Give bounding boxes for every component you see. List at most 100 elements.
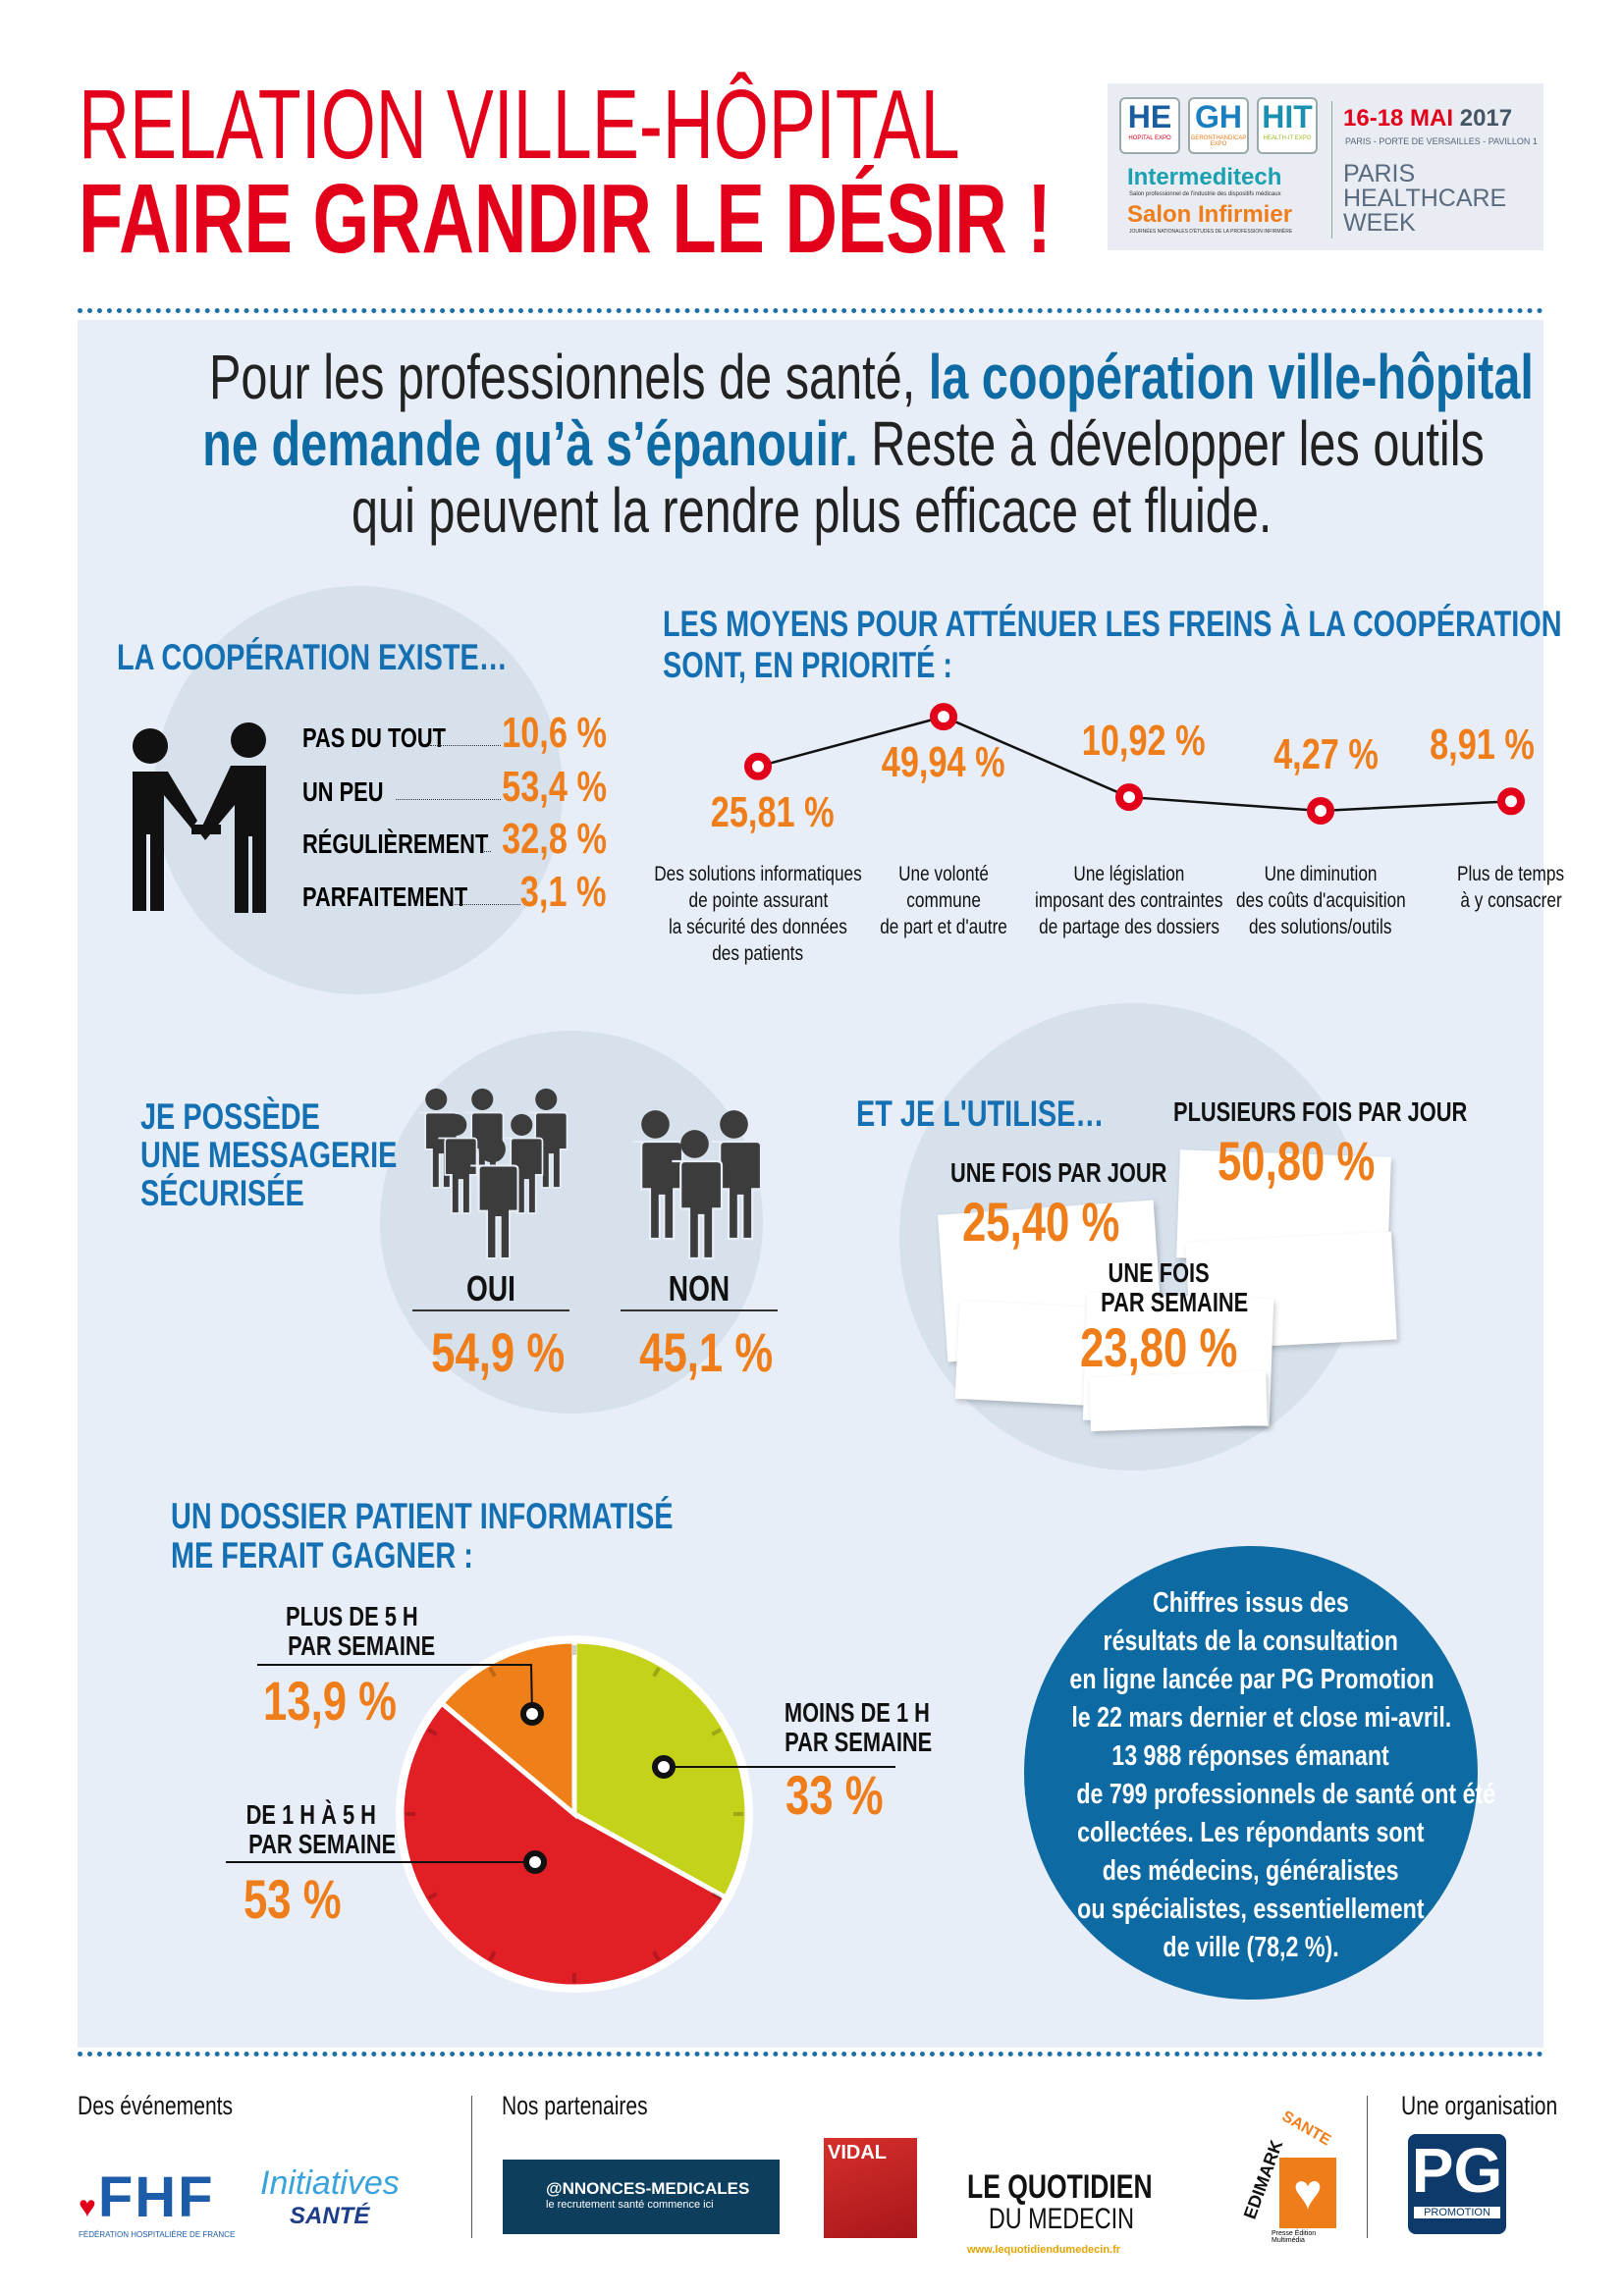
cooperation-row: PARFAITEMENT 3,1 % bbox=[302, 868, 607, 917]
category-label: Une volonté commune de part et d'autre bbox=[880, 863, 1007, 938]
person-icon bbox=[711, 1110, 763, 1241]
pie-slice bbox=[438, 1638, 577, 1820]
clock-tick bbox=[488, 1950, 497, 1961]
edimark-sante-logo[interactable]: EDIMARK SANTE ♥ Presse Édition Multimédi… bbox=[1222, 2109, 1340, 2244]
usage-label-plusieurs: PLUSIEURS FOIS PAR JOUR bbox=[1173, 1096, 1468, 1127]
data-point bbox=[930, 703, 957, 731]
clock-tick bbox=[652, 1950, 661, 1961]
slice-label-moins-1h: MOINS DE 1 H PAR SEMAINE bbox=[784, 1697, 933, 1757]
category-label: Une diminution des coûts d'acquisition des… bbox=[1235, 863, 1406, 938]
data-point bbox=[1497, 787, 1525, 816]
leader-dot bbox=[523, 1850, 547, 1874]
messagerie-title: JE POSSÈDE UNE MESSAGERIE SÉCURISÉE bbox=[140, 1096, 398, 1213]
row-label: PAS DU TOUT bbox=[302, 722, 447, 753]
organisation-label: Une organisation bbox=[1401, 2091, 1558, 2120]
person-icon bbox=[672, 1130, 724, 1260]
pie-slice bbox=[399, 1699, 730, 1990]
data-label: 4,27 % bbox=[1272, 730, 1379, 779]
clock-tick bbox=[488, 1667, 497, 1678]
hit-logo: HIT HEALTH-IT EXPO bbox=[1257, 97, 1318, 154]
data-label: 8,91 % bbox=[1429, 721, 1535, 770]
chart-title: LES MOYENS POUR ATTÉNUER LES FREINS À LA… bbox=[663, 604, 1562, 685]
row-value: 10,6 % bbox=[502, 709, 607, 757]
slice-label-plus-5h: PLUS DE 5 H PAR SEMAINE bbox=[285, 1601, 436, 1661]
cooperation-row: UN PEU 53,4 % bbox=[302, 763, 607, 812]
line-chart bbox=[744, 703, 1525, 826]
source-circle bbox=[1024, 1546, 1478, 2000]
row-value: 53,4 % bbox=[502, 763, 607, 811]
clock-tick bbox=[427, 1728, 438, 1736]
vidal-logo[interactable]: VIDAL bbox=[824, 2138, 917, 2238]
source-line: de 799 professionnels de santé ont été bbox=[1076, 1779, 1496, 1810]
cooperation-title: LA COOPÉRATION EXISTE… bbox=[117, 637, 508, 677]
clock-tick bbox=[427, 1892, 438, 1900]
category-label: Des solutions informatiques de pointe ass… bbox=[654, 863, 862, 965]
person-icon bbox=[632, 1110, 684, 1241]
leader-dots bbox=[455, 904, 520, 905]
source-line: de ville (78,2 %). bbox=[1163, 1932, 1339, 1963]
group-people-icon-non bbox=[632, 1110, 763, 1260]
usage-value-une-fois-jour: 25,40 % bbox=[962, 1191, 1120, 1253]
event-logo[interactable]: HE HOPITAL EXPO GH GERONTHANDICAP EXPO HIT… bbox=[1108, 83, 1543, 250]
non-value: 45,1 % bbox=[639, 1321, 774, 1383]
he-logo: HE HOPITAL EXPO bbox=[1119, 97, 1180, 154]
event-dates: 16-18 MAI 2017 bbox=[1343, 105, 1513, 132]
non-label: NON bbox=[621, 1268, 778, 1311]
source-text: Chiffres issus des résultats de la consul… bbox=[1024, 1584, 1496, 1967]
leader-line bbox=[257, 1664, 533, 1715]
usage-value-plusieurs: 50,80 % bbox=[1218, 1130, 1376, 1192]
expo-logos: HE HOPITAL EXPO GH GERONTHANDICAP EXPO HIT… bbox=[1119, 97, 1318, 154]
clock-tick bbox=[652, 1667, 661, 1678]
intro-text: Pour les professionnels de santé, la coo… bbox=[202, 342, 1534, 546]
row-label: PARFAITEMENT bbox=[302, 881, 468, 912]
data-point bbox=[1115, 783, 1143, 812]
usage-value-semaine: 23,80 % bbox=[1080, 1316, 1238, 1378]
annonces-medicales-logo[interactable]: @NNONCES-MEDICALES le recrutement santé … bbox=[503, 2160, 780, 2234]
paris-healthcare-week: PARIS HEALTHCARE WEEK bbox=[1343, 160, 1507, 237]
leader-dot bbox=[652, 1755, 676, 1779]
usage-label-une-fois-jour: UNE FOIS PAR JOUR bbox=[950, 1157, 1167, 1188]
person-icon bbox=[470, 1136, 519, 1260]
slice-value-moins-1h: 33 % bbox=[785, 1764, 884, 1826]
row-value: 3,1 % bbox=[520, 868, 607, 916]
person-icon bbox=[528, 1088, 568, 1189]
category-label: Plus de temps à y consacrer bbox=[1457, 863, 1565, 912]
leader-dots bbox=[484, 851, 491, 852]
pie-chart bbox=[226, 1635, 895, 1993]
person-icon bbox=[504, 1113, 544, 1214]
cooperation-row: RÉGULIÈREMENT 32,8 % bbox=[302, 815, 607, 864]
initiatives-sante-logo[interactable]: Initiatives SANTÉ bbox=[260, 2164, 400, 2229]
intermeditech-sub: Salon professionnel de l'industrie des d… bbox=[1129, 191, 1281, 197]
data-label: 10,92 % bbox=[1082, 717, 1206, 766]
source-line: en ligne lancée par PG Promotion bbox=[1069, 1664, 1435, 1695]
gh-logo: GH GERONTHANDICAP EXPO bbox=[1188, 97, 1249, 154]
source-line: 13 988 réponses émanant bbox=[1111, 1740, 1390, 1772]
usage-title: ET JE L'UTILISE… bbox=[856, 1094, 1105, 1134]
source-line: le 22 mars dernier et close mi-avril. bbox=[1071, 1702, 1452, 1734]
fhf-logo[interactable]: ♥FHF FÉDÉRATION HOSPITALIÈRE DE FRANCE bbox=[79, 2165, 236, 2239]
events-label: Des événements bbox=[78, 2091, 234, 2120]
title-line-2: FAIRE GRANDIR LE DÉSIR ! bbox=[79, 164, 1052, 274]
row-label: UN PEU bbox=[302, 776, 384, 807]
row-value: 32,8 % bbox=[502, 815, 607, 863]
dossier-title: UN DOSSIER PATIENT INFORMATISÉ ME FERAIT … bbox=[171, 1496, 674, 1575]
person-icon bbox=[438, 1113, 478, 1214]
clock-tick bbox=[711, 1892, 722, 1900]
source-line: collectées. Les répondants sont bbox=[1077, 1817, 1425, 1848]
data-point bbox=[1307, 797, 1334, 826]
slice-value-1h-5h: 53 % bbox=[244, 1868, 342, 1930]
leader-dots bbox=[430, 745, 501, 746]
leader-dots bbox=[396, 799, 501, 800]
salon-sub: JOURNÉES NATIONALES D'ÉTUDES DE LA PROFE… bbox=[1129, 229, 1293, 235]
clock-tick bbox=[711, 1728, 722, 1736]
divider-top bbox=[78, 308, 1543, 313]
slice-value-plus-5h: 13,9 % bbox=[263, 1670, 397, 1732]
quotidien-logo[interactable]: LE QUOTIDIEN DU MEDECIN www.lequotidiend… bbox=[967, 2168, 1153, 2256]
oui-label: OUI bbox=[412, 1268, 569, 1311]
data-point bbox=[744, 752, 772, 780]
source-line: des médecins, généralistes bbox=[1103, 1855, 1399, 1887]
leader-dot bbox=[520, 1702, 544, 1726]
pg-promotion-logo[interactable]: PG PROMOTION bbox=[1408, 2134, 1506, 2234]
divider-bottom bbox=[78, 2052, 1543, 2056]
source-line: Chiffres issus des bbox=[1153, 1587, 1349, 1619]
